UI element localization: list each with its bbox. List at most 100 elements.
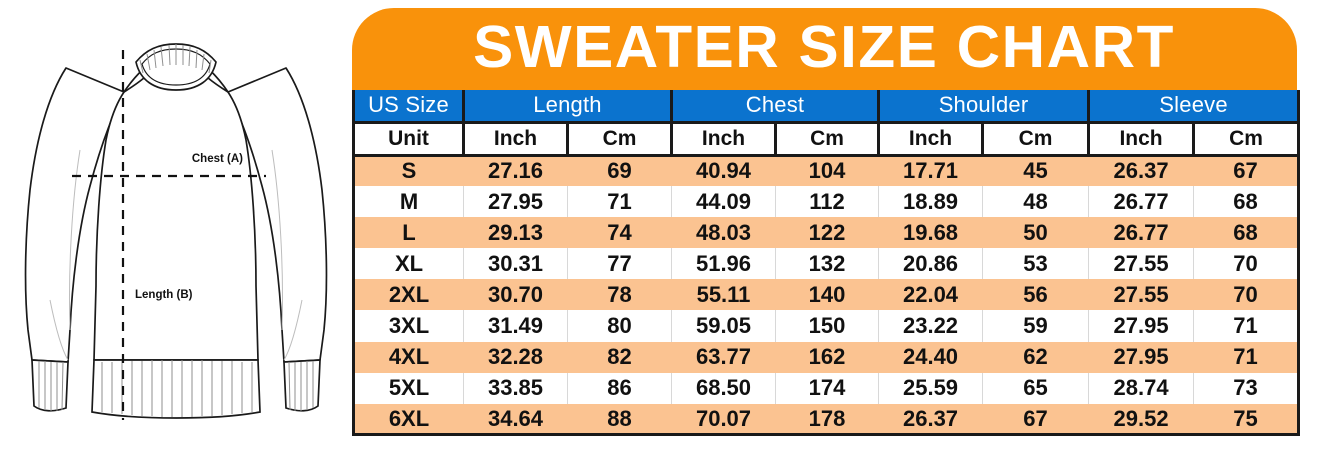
cell-sleeve-cm: 70 <box>1193 279 1299 311</box>
size-table-body: S 27.16 69 40.94 104 17.71 45 26.37 67 M… <box>353 155 1299 435</box>
cell-chest-inch: 70.07 <box>671 403 776 435</box>
cell-chest-cm: 162 <box>775 341 880 373</box>
cell-shoulder-cm: 50 <box>982 217 1090 249</box>
cell-sleeve-inch: 27.55 <box>1088 248 1195 280</box>
size-chart-panel: SWEATER SIZE CHART US Size Length Chest … <box>352 8 1301 442</box>
unit-header-unit: Unit <box>353 122 465 157</box>
group-header-us-size: US Size <box>353 90 465 124</box>
cell-sleeve-inch: 26.37 <box>1088 155 1195 187</box>
cell-sleeve-cm: 68 <box>1193 186 1299 218</box>
cell-shoulder-cm: 67 <box>982 403 1090 435</box>
sweater-body <box>93 55 259 361</box>
cell-size: 4XL <box>353 341 464 373</box>
cell-shoulder-inch: 23.22 <box>878 310 984 342</box>
table-row: XL 30.31 77 51.96 132 20.86 53 27.55 70 <box>353 248 1299 280</box>
cell-length-inch: 32.28 <box>463 341 568 373</box>
cell-length-cm: 74 <box>567 217 672 249</box>
cell-chest-cm: 174 <box>775 372 880 404</box>
table-row: 6XL 34.64 88 70.07 178 26.37 67 29.52 75 <box>353 403 1299 435</box>
cell-shoulder-cm: 65 <box>982 372 1090 404</box>
cell-chest-cm: 104 <box>775 155 880 187</box>
cell-size: 6XL <box>353 403 464 435</box>
table-row: L 29.13 74 48.03 122 19.68 50 26.77 68 <box>353 217 1299 249</box>
cell-sleeve-cm: 73 <box>1193 372 1299 404</box>
unit-header-chest-cm: Cm <box>775 122 881 157</box>
cell-sleeve-inch: 27.55 <box>1088 279 1195 311</box>
size-table: US Size Length Chest Shoulder Sleeve Uni… <box>352 90 1301 437</box>
unit-header-sleeve-inch: Inch <box>1088 122 1196 157</box>
group-header-row: US Size Length Chest Shoulder Sleeve <box>353 90 1299 124</box>
chest-measure-label: Chest (A) <box>192 153 243 165</box>
hem-rib-lines <box>101 360 253 417</box>
cell-shoulder-cm: 56 <box>982 279 1090 311</box>
cell-chest-cm: 140 <box>775 279 880 311</box>
right-cuff-rib-lines <box>288 361 314 411</box>
table-row: S 27.16 69 40.94 104 17.71 45 26.37 67 <box>353 155 1299 187</box>
table-row: 3XL 31.49 80 59.05 150 23.22 59 27.95 71 <box>353 310 1299 342</box>
cell-size: 5XL <box>353 372 464 404</box>
cell-shoulder-cm: 53 <box>982 248 1090 280</box>
unit-header-length-inch: Inch <box>463 122 569 157</box>
cell-length-inch: 33.85 <box>463 372 568 404</box>
cell-shoulder-inch: 18.89 <box>878 186 984 218</box>
cell-length-inch: 34.64 <box>463 403 568 435</box>
cell-size: XL <box>353 248 464 280</box>
cell-length-cm: 71 <box>567 186 672 218</box>
cell-shoulder-inch: 26.37 <box>878 403 984 435</box>
left-cuff-rib-lines <box>38 361 64 411</box>
group-header-sleeve: Sleeve <box>1088 90 1299 124</box>
unit-header-shoulder-inch: Inch <box>878 122 985 157</box>
unit-header-sleeve-cm: Cm <box>1193 122 1299 157</box>
cell-length-inch: 30.31 <box>463 248 568 280</box>
cell-size: 2XL <box>353 279 464 311</box>
cell-shoulder-inch: 22.04 <box>878 279 984 311</box>
cell-length-cm: 77 <box>567 248 672 280</box>
cell-sleeve-cm: 75 <box>1193 403 1299 435</box>
cell-length-cm: 86 <box>567 372 672 404</box>
fabric-fold-lines <box>49 149 303 361</box>
cell-chest-cm: 112 <box>775 186 880 218</box>
cell-sleeve-inch: 26.77 <box>1088 217 1195 249</box>
collar-rib-lines <box>139 44 212 74</box>
cell-sleeve-cm: 67 <box>1193 155 1299 187</box>
length-measure-label: Length (B) <box>135 289 193 301</box>
group-header-shoulder: Shoulder <box>878 90 1091 124</box>
cell-size: M <box>353 186 464 218</box>
chart-title: SWEATER SIZE CHART <box>473 13 1176 80</box>
cell-length-cm: 88 <box>567 403 672 435</box>
cell-sleeve-cm: 70 <box>1193 248 1299 280</box>
cell-chest-inch: 59.05 <box>671 310 776 342</box>
group-header-chest: Chest <box>671 90 881 124</box>
table-row: 4XL 32.28 82 63.77 162 24.40 62 27.95 71 <box>353 341 1299 373</box>
cell-size: S <box>353 155 464 187</box>
cell-length-cm: 82 <box>567 341 672 373</box>
cell-shoulder-inch: 19.68 <box>878 217 984 249</box>
hem-ribbing <box>91 359 261 419</box>
table-row: 5XL 33.85 86 68.50 174 25.59 65 28.74 73 <box>353 372 1299 404</box>
cell-shoulder-cm: 59 <box>982 310 1090 342</box>
cell-sleeve-inch: 27.95 <box>1088 341 1195 373</box>
cell-sleeve-inch: 29.52 <box>1088 403 1195 435</box>
unit-header-shoulder-cm: Cm <box>982 122 1091 157</box>
cell-length-cm: 78 <box>567 279 672 311</box>
cell-length-inch: 29.13 <box>463 217 568 249</box>
cell-shoulder-inch: 20.86 <box>878 248 984 280</box>
cell-shoulder-cm: 62 <box>982 341 1090 373</box>
cell-size: 3XL <box>353 310 464 342</box>
cell-length-inch: 27.95 <box>463 186 568 218</box>
cell-chest-inch: 63.77 <box>671 341 776 373</box>
table-row: M 27.95 71 44.09 112 18.89 48 26.77 68 <box>353 186 1299 218</box>
cell-sleeve-inch: 27.95 <box>1088 310 1195 342</box>
cell-sleeve-inch: 28.74 <box>1088 372 1195 404</box>
cell-sleeve-cm: 68 <box>1193 217 1299 249</box>
unit-header-chest-inch: Inch <box>671 122 777 157</box>
cell-sleeve-inch: 26.77 <box>1088 186 1195 218</box>
cell-length-inch: 30.70 <box>463 279 568 311</box>
cell-size: L <box>353 217 464 249</box>
cell-shoulder-inch: 24.40 <box>878 341 984 373</box>
table-row: 2XL 30.70 78 55.11 140 22.04 56 27.55 70 <box>353 279 1299 311</box>
cell-length-cm: 69 <box>567 155 672 187</box>
cell-chest-inch: 68.50 <box>671 372 776 404</box>
cell-chest-inch: 44.09 <box>671 186 776 218</box>
sweater-illustration: Chest (A) Length (B) <box>0 0 352 465</box>
